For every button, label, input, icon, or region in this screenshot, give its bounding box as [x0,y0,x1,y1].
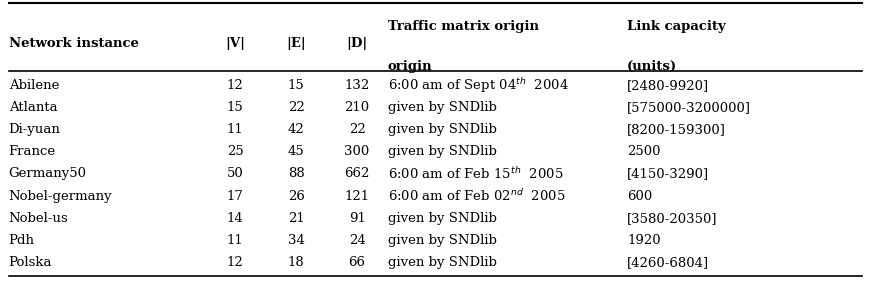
Text: 6:00 am of Feb 02$^{nd}$  2005: 6:00 am of Feb 02$^{nd}$ 2005 [388,188,565,204]
Text: 22: 22 [287,101,305,114]
Text: 11: 11 [226,234,244,247]
Text: 121: 121 [345,190,369,203]
Text: [2480-9920]: [2480-9920] [627,79,709,92]
Text: Nobel-us: Nobel-us [9,212,69,225]
Text: |V|: |V| [226,37,245,50]
Text: |D|: |D| [347,37,368,50]
Text: 25: 25 [226,145,244,158]
Text: 66: 66 [348,256,366,269]
Text: [3580-20350]: [3580-20350] [627,212,718,225]
Text: France: France [9,145,56,158]
Text: Nobel-germany: Nobel-germany [9,190,112,203]
Text: given by SNDlib: given by SNDlib [388,212,496,225]
Text: 91: 91 [348,212,366,225]
Text: Polska: Polska [9,256,52,269]
Text: given by SNDlib: given by SNDlib [388,145,496,158]
Text: 6:00 am of Sept 04$^{th}$  2004: 6:00 am of Sept 04$^{th}$ 2004 [388,76,569,95]
Text: 2500: 2500 [627,145,660,158]
Text: 12: 12 [226,256,244,269]
Text: 662: 662 [344,167,370,180]
Text: Network instance: Network instance [9,37,138,50]
Text: Link capacity: Link capacity [627,20,726,33]
Text: 14: 14 [226,212,244,225]
Text: 18: 18 [287,256,305,269]
Text: 210: 210 [345,101,369,114]
Text: 21: 21 [287,212,305,225]
Text: given by SNDlib: given by SNDlib [388,256,496,269]
Text: 24: 24 [348,234,366,247]
Text: (units): (units) [627,60,678,73]
Text: 600: 600 [627,190,652,203]
Text: 12: 12 [226,79,244,92]
Text: 50: 50 [226,167,244,180]
Text: 42: 42 [287,123,305,136]
Text: 11: 11 [226,123,244,136]
Text: given by SNDlib: given by SNDlib [388,101,496,114]
Text: given by SNDlib: given by SNDlib [388,123,496,136]
Text: 132: 132 [345,79,369,92]
Text: Pdh: Pdh [9,234,35,247]
Text: [4260-6804]: [4260-6804] [627,256,709,269]
Text: 45: 45 [287,145,305,158]
Text: Traffic matrix origin: Traffic matrix origin [388,20,538,33]
Text: [8200-159300]: [8200-159300] [627,123,726,136]
Text: 300: 300 [345,145,369,158]
Text: 6:00 am of Feb 15$^{th}$  2005: 6:00 am of Feb 15$^{th}$ 2005 [388,166,563,182]
Text: 15: 15 [287,79,305,92]
Text: Germany50: Germany50 [9,167,87,180]
Text: Abilene: Abilene [9,79,59,92]
Text: 34: 34 [287,234,305,247]
Text: 1920: 1920 [627,234,661,247]
Text: [575000-3200000]: [575000-3200000] [627,101,751,114]
Text: 26: 26 [287,190,305,203]
Text: 17: 17 [226,190,244,203]
Text: 15: 15 [226,101,244,114]
Text: [4150-3290]: [4150-3290] [627,167,709,180]
Text: |E|: |E| [287,37,306,50]
Text: 88: 88 [287,167,305,180]
Text: 22: 22 [348,123,366,136]
Text: Atlanta: Atlanta [9,101,57,114]
Text: given by SNDlib: given by SNDlib [388,234,496,247]
Text: origin: origin [388,60,432,73]
Text: Di-yuan: Di-yuan [9,123,61,136]
